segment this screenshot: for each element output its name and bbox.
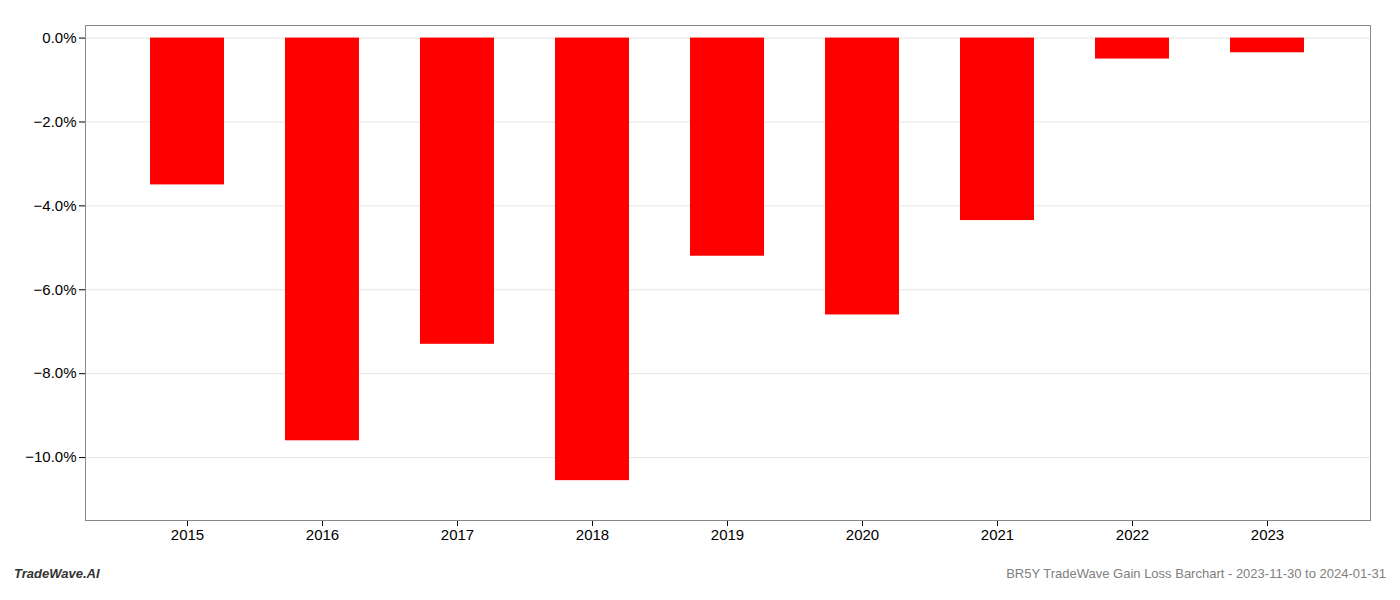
svg-text:−8.0%: −8.0% xyxy=(34,364,77,381)
svg-text:2015: 2015 xyxy=(171,526,204,543)
svg-text:2022: 2022 xyxy=(1116,526,1149,543)
svg-text:−6.0%: −6.0% xyxy=(34,281,77,298)
svg-text:2023: 2023 xyxy=(1251,526,1284,543)
svg-text:2016: 2016 xyxy=(306,526,339,543)
svg-text:−4.0%: −4.0% xyxy=(34,197,77,214)
svg-text:2019: 2019 xyxy=(711,526,744,543)
svg-text:2020: 2020 xyxy=(846,526,879,543)
svg-text:2021: 2021 xyxy=(981,526,1014,543)
svg-text:2017: 2017 xyxy=(441,526,474,543)
html-text:TradeWave.AI: TradeWave.AI xyxy=(14,566,100,581)
svg-text:−10.0%: −10.0% xyxy=(25,448,76,465)
html-text:BR5Y TradeWave Gain Loss Barch: BR5Y TradeWave Gain Loss Barchart - 2023… xyxy=(1006,566,1386,581)
svg-text:−2.0%: −2.0% xyxy=(34,113,77,130)
svg-text:0.0%: 0.0% xyxy=(42,29,76,46)
svg-text:2018: 2018 xyxy=(576,526,609,543)
